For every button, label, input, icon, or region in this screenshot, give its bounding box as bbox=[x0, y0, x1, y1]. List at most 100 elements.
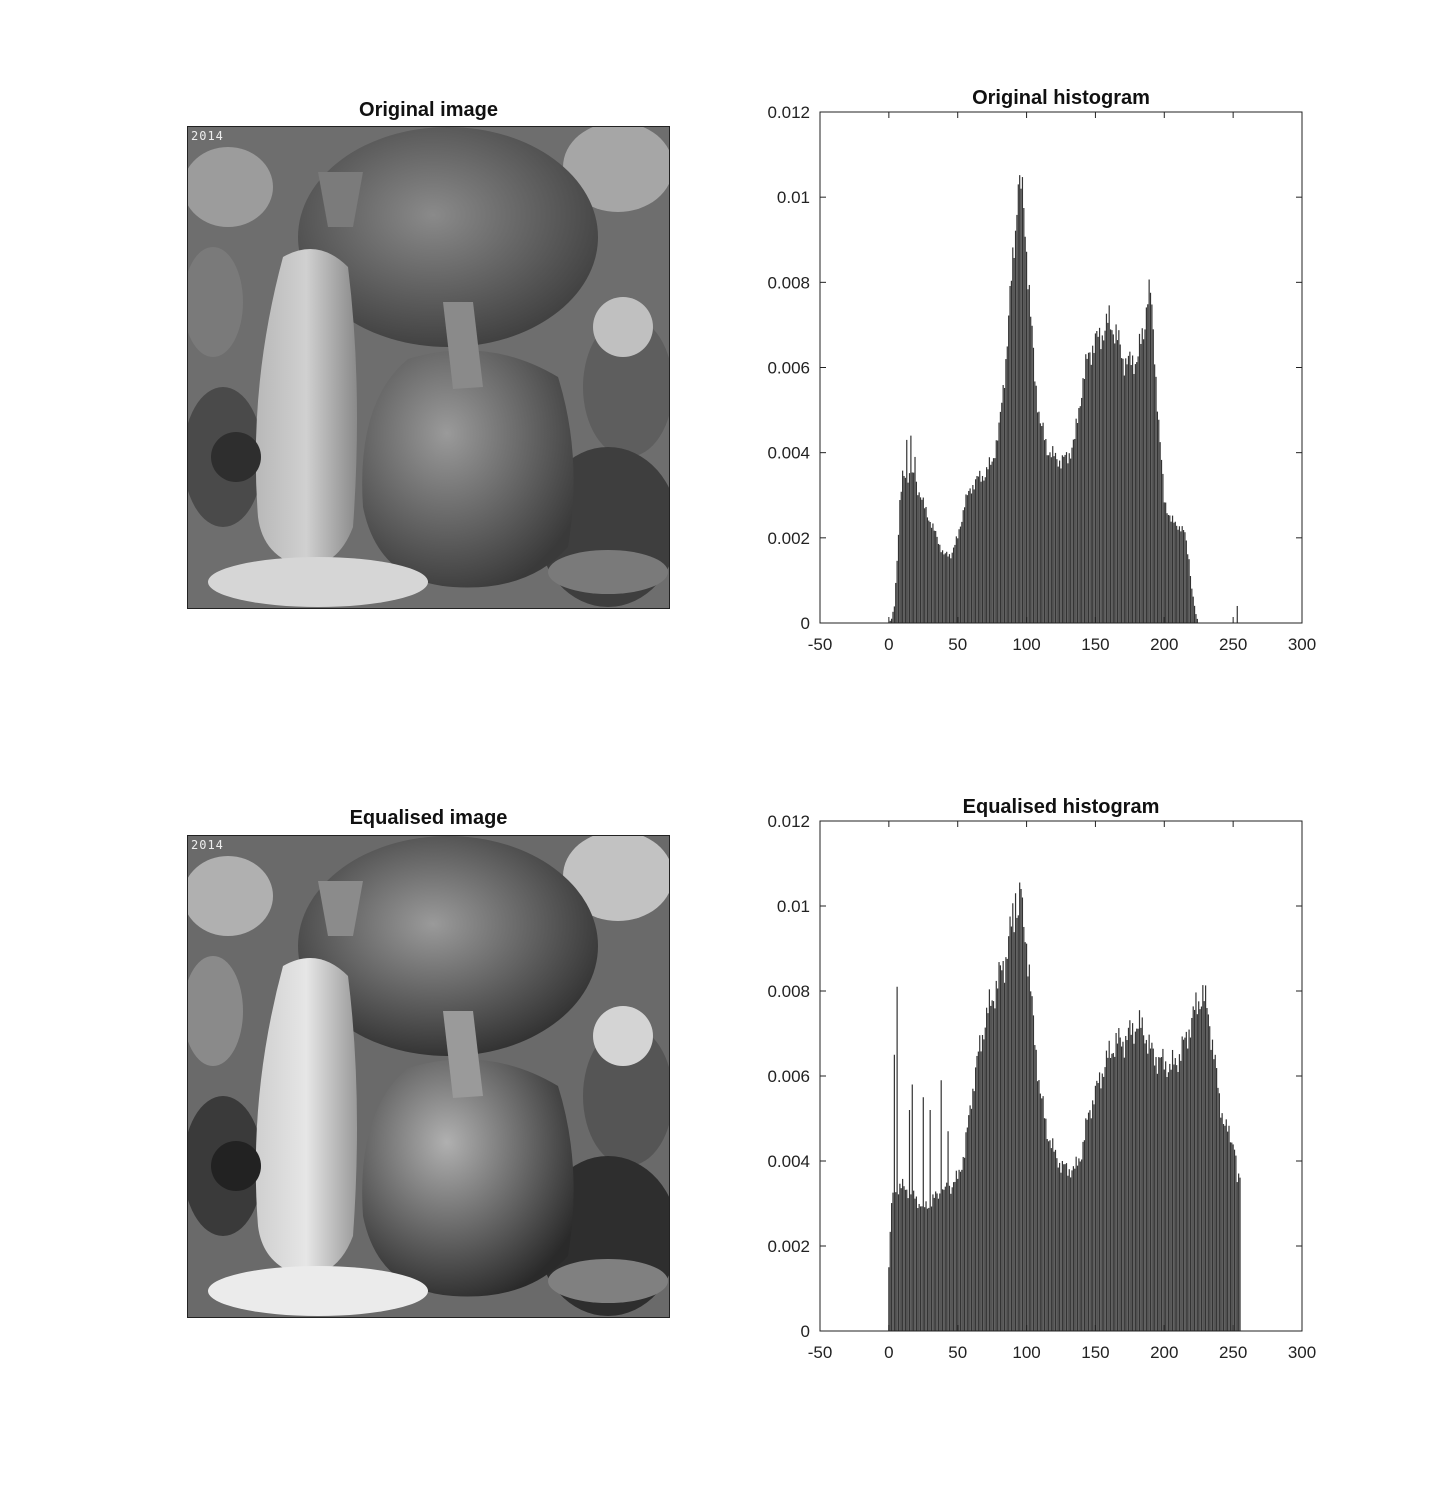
histogram-bar bbox=[1016, 214, 1018, 624]
histogram-bar bbox=[899, 1183, 901, 1331]
histogram-bar bbox=[940, 552, 942, 623]
histogram-bar bbox=[1028, 284, 1030, 623]
histogram-bar bbox=[919, 497, 922, 623]
histogram-bar bbox=[1160, 459, 1163, 623]
histogram-bar bbox=[1035, 1049, 1037, 1331]
histogram-bar bbox=[983, 480, 985, 623]
histogram-bar bbox=[911, 1084, 913, 1331]
histogram-bar bbox=[1138, 1010, 1141, 1331]
histogram-bar bbox=[954, 1181, 956, 1331]
histogram-bar bbox=[995, 440, 997, 623]
histogram-bar bbox=[1103, 340, 1105, 623]
histogram-bar bbox=[925, 1201, 927, 1331]
original-image: 2014 bbox=[187, 126, 670, 609]
histogram-bar bbox=[1025, 251, 1028, 623]
histogram-bar bbox=[1109, 329, 1112, 623]
histogram-bar bbox=[1123, 375, 1125, 623]
histogram-bar bbox=[891, 1203, 893, 1331]
equalised-image: 2014 bbox=[187, 835, 670, 1318]
histogram-bar bbox=[922, 497, 924, 623]
histogram-bar bbox=[1120, 1046, 1123, 1331]
histogram-bar bbox=[943, 1189, 945, 1331]
histogram-bar bbox=[937, 1198, 940, 1331]
histogram-bar bbox=[1231, 1142, 1233, 1331]
histogram-bar bbox=[937, 543, 940, 623]
histogram-bar bbox=[1013, 932, 1015, 1331]
histogram-bar bbox=[999, 965, 1002, 1331]
histogram-bar bbox=[1147, 304, 1149, 623]
histogram-bar bbox=[899, 500, 901, 623]
histogram-bar bbox=[906, 1189, 908, 1331]
histogram-bar bbox=[926, 1208, 929, 1331]
histogram-bar bbox=[970, 493, 973, 623]
histogram-bar bbox=[1236, 605, 1238, 623]
histogram-bar bbox=[1213, 1059, 1215, 1331]
histogram-bar bbox=[1093, 352, 1095, 623]
histogram-bar bbox=[959, 526, 962, 623]
histogram-bar bbox=[1167, 1072, 1170, 1331]
histogram-bar bbox=[913, 1190, 915, 1331]
histogram-bar bbox=[1107, 1057, 1109, 1331]
histogram-bar bbox=[1042, 422, 1044, 623]
histogram-bar bbox=[1067, 1175, 1069, 1331]
histogram-bar bbox=[1114, 343, 1116, 623]
histogram-bar bbox=[1188, 1029, 1190, 1331]
histogram-bar bbox=[944, 1186, 946, 1331]
histogram-bar bbox=[930, 1206, 933, 1331]
histogram-bar bbox=[1224, 1125, 1226, 1331]
histogram-bar bbox=[933, 1197, 935, 1331]
histogram-bar bbox=[1074, 1168, 1076, 1331]
histogram-bar bbox=[1001, 402, 1003, 623]
histogram-bar bbox=[1045, 439, 1047, 623]
histogram-bar bbox=[935, 1191, 937, 1331]
histogram-bar bbox=[1143, 339, 1145, 623]
histogram-bar bbox=[1207, 1014, 1209, 1331]
histogram-bar bbox=[919, 1206, 922, 1331]
histogram-bar bbox=[1171, 1049, 1174, 1331]
equalised-histogram-chart: Equalised histogram -50 0 50 100 150 200 250 300… bbox=[767, 796, 1316, 1362]
y-tick-label: 0 bbox=[801, 614, 810, 633]
histogram-bar bbox=[975, 1067, 977, 1331]
histogram-bar bbox=[986, 1007, 988, 1331]
histogram-bar bbox=[1176, 1065, 1178, 1331]
histogram-bar bbox=[1188, 559, 1190, 623]
histogram-bar bbox=[1206, 1008, 1208, 1331]
histogram-bar bbox=[918, 492, 920, 623]
histogram-bar bbox=[925, 506, 927, 623]
histogram-bar bbox=[1169, 515, 1171, 623]
histogram-bar bbox=[1010, 280, 1013, 623]
histogram-bar bbox=[939, 544, 941, 623]
histogram-bar bbox=[1071, 1170, 1073, 1331]
histogram-bar bbox=[992, 458, 995, 623]
histogram-bar bbox=[911, 472, 913, 623]
histogram-bar bbox=[1151, 304, 1153, 623]
histogram-bar bbox=[983, 1039, 985, 1331]
histogram-bar bbox=[906, 439, 908, 623]
histogram-bar bbox=[1061, 1160, 1063, 1331]
histogram-bar bbox=[1094, 1085, 1097, 1331]
histogram-bar bbox=[1046, 1139, 1048, 1331]
histogram-bar bbox=[1105, 1050, 1108, 1331]
histogram-bar bbox=[1039, 1093, 1041, 1331]
histogram-bar bbox=[897, 534, 900, 623]
histogram-bar bbox=[1126, 1040, 1128, 1331]
equalised-image-title: Equalised image bbox=[349, 807, 508, 829]
histogram-bar bbox=[1043, 440, 1046, 623]
histogram-bar bbox=[1140, 343, 1142, 623]
histogram-bar bbox=[1041, 1098, 1043, 1331]
histogram-bar bbox=[966, 1127, 968, 1331]
histogram-bar bbox=[1133, 373, 1135, 623]
histogram-bar bbox=[1082, 1141, 1084, 1331]
histogram-bar bbox=[1034, 381, 1036, 623]
histogram-bar bbox=[921, 1206, 923, 1331]
histogram-bar bbox=[1036, 1081, 1039, 1331]
histogram-bar bbox=[1143, 1035, 1145, 1331]
histogram-bar bbox=[1090, 364, 1092, 623]
histogram-bar bbox=[1177, 529, 1179, 623]
histogram-bar bbox=[1072, 1166, 1074, 1331]
histogram-bar bbox=[900, 491, 902, 623]
histogram-bar bbox=[1098, 327, 1101, 623]
histogram-bar bbox=[1238, 1173, 1240, 1331]
histogram-bar bbox=[1027, 289, 1029, 623]
histogram-bar bbox=[968, 1115, 970, 1331]
